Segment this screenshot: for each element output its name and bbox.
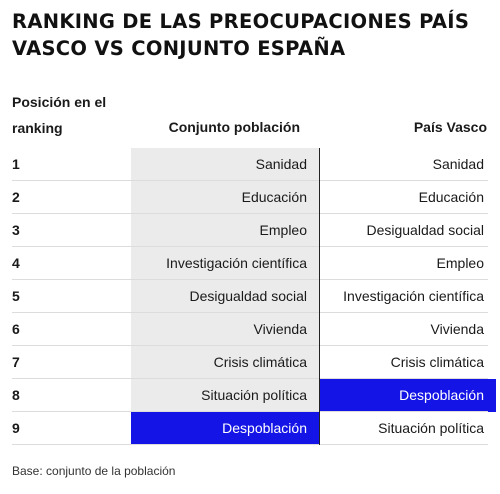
spain-cell: Educación — [131, 181, 319, 214]
rank-number: 7 — [12, 354, 20, 370]
column-divider — [319, 148, 320, 445]
pais-vasco-cell: Sanidad — [432, 156, 484, 172]
pais-vasco-cell: Desigualdad social — [366, 222, 484, 238]
spain-cell: Desigualdad social — [131, 280, 319, 313]
rank-number: 3 — [12, 222, 20, 238]
pais-vasco-cell: Despoblación — [320, 379, 496, 412]
spain-cell: Empleo — [131, 214, 319, 247]
rank-number: 8 — [12, 387, 20, 403]
pais-vasco-cell: Investigación científica — [343, 288, 484, 304]
pais-vasco-cell: Situación política — [378, 420, 484, 436]
footnote: Base: conjunto de la población — [12, 464, 176, 478]
table-row: 4 Investigación científica Empleo — [0, 247, 500, 280]
rank-number: 9 — [12, 420, 20, 436]
rank-number: 2 — [12, 189, 20, 205]
column-header-spain: Conjunto población — [168, 119, 300, 135]
rank-number: 4 — [12, 255, 20, 271]
spain-cell: Crisis climática — [131, 346, 319, 379]
spain-cell: Sanidad — [131, 148, 319, 181]
table-row: 7 Crisis climática Crisis climática — [0, 346, 500, 379]
column-header-rank: Posición en el ranking — [12, 94, 107, 136]
pais-vasco-cell: Empleo — [436, 255, 484, 271]
table-row: 6 Vivienda Vivienda — [0, 313, 500, 346]
spain-cell: Despoblación — [131, 412, 319, 445]
rank-number: 5 — [12, 288, 20, 304]
chart-title: RANKING DE LAS PREOCUPACIONES PAÍS VASCO… — [12, 10, 470, 60]
pais-vasco-cell: Crisis climática — [390, 354, 484, 370]
rank-number: 1 — [12, 156, 20, 172]
table-row: 1 Sanidad Sanidad — [0, 148, 500, 181]
table-row: 8 Situación política Despoblación — [0, 379, 500, 412]
table-row: 2 Educación Educación — [0, 181, 500, 214]
table-row: 5 Desigualdad social Investigación científ… — [0, 280, 500, 313]
ranking-table: 1 Sanidad Sanidad 2 Educación Educación 3 Emple… — [0, 148, 500, 445]
table-row: 9 Despoblación Situación política — [0, 412, 500, 445]
table-row: 3 Empleo Desigualdad social — [0, 214, 500, 247]
pais-vasco-cell: Educación — [418, 189, 484, 205]
rank-number: 6 — [12, 321, 20, 337]
spain-cell: Situación política — [131, 379, 319, 412]
spain-cell: Vivienda — [131, 313, 319, 346]
column-header-pais-vasco: País Vasco — [413, 119, 487, 135]
pais-vasco-cell: Vivienda — [430, 321, 484, 337]
spain-cell: Investigación científica — [131, 247, 319, 280]
